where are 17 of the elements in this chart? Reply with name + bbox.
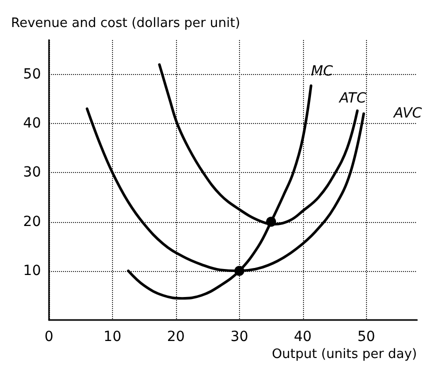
x-tick-label: 50	[357, 329, 376, 345]
x-tick-label: 10	[104, 329, 122, 345]
line-series	[127, 84, 312, 300]
y-tick-label: 40	[23, 116, 41, 132]
text: AVC	[392, 106, 422, 122]
x-tick-label: 0	[44, 329, 54, 345]
y-tick-label: 50	[23, 66, 41, 82]
y-tick-label: 10	[23, 262, 41, 279]
series-label: ATC	[338, 90, 366, 107]
series-label: MC	[311, 64, 334, 80]
y-tick-label: 20	[23, 214, 41, 230]
x-axis-title: Output (units per day)	[272, 347, 417, 362]
x-tick-label: 40	[294, 329, 312, 345]
x-tick-label: 30	[230, 329, 248, 345]
y-axis-title: Revenue and cost (dollars per unit)	[11, 16, 240, 31]
x-tick-label: 20	[166, 329, 185, 345]
y-tick-label: 30	[23, 164, 41, 181]
